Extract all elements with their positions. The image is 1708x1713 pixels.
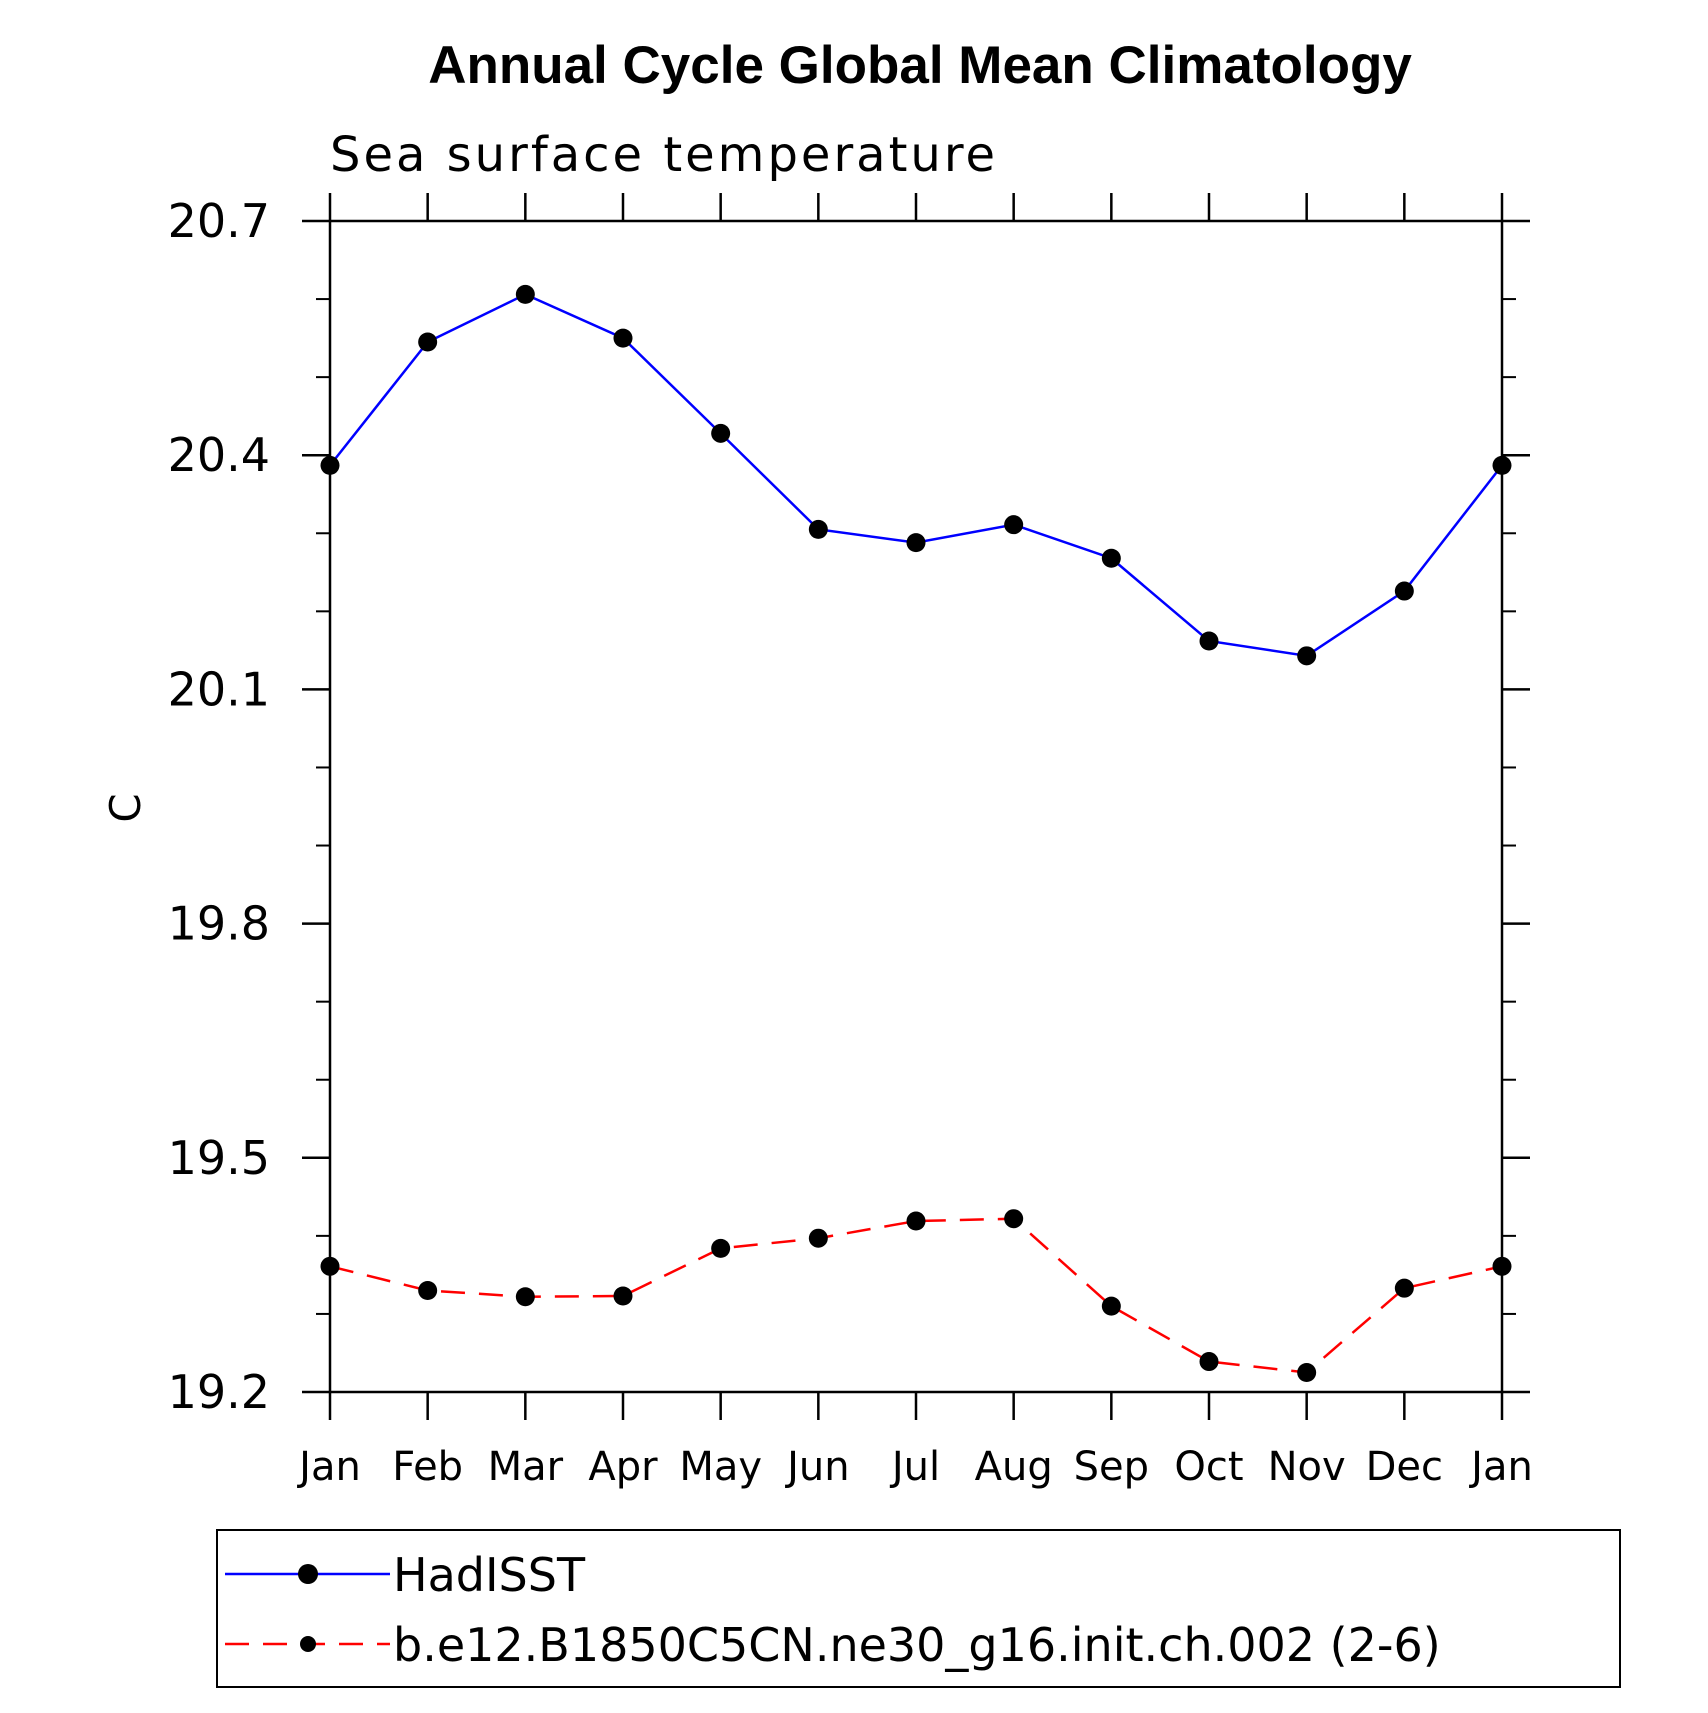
chart-subtitle: Sea surface temperature [330, 127, 998, 183]
series-1-point [711, 1238, 731, 1258]
y-tick-label: 20.1 [168, 662, 270, 716]
x-tick-label: Jan [296, 1444, 361, 1490]
y-tick-label: 20.4 [168, 428, 270, 482]
y-tick-label: 19.8 [168, 897, 270, 951]
x-tick-label: Jun [784, 1444, 850, 1490]
chart-title: Annual Cycle Global Mean Climatology [428, 36, 1412, 95]
series-1-point [1199, 1352, 1219, 1372]
series-0-point [320, 455, 340, 475]
series-layer [320, 284, 1512, 1382]
series-line-1 [329, 1217, 1503, 1374]
series-0-point [1101, 548, 1121, 568]
series-0-point [1199, 631, 1219, 651]
series-0-point [1004, 515, 1024, 535]
series-1-point [808, 1228, 828, 1248]
legend-label-0: HadISST [393, 1548, 586, 1602]
x-tick-label: Sep [1074, 1444, 1149, 1490]
series-1-point [613, 1286, 633, 1306]
y-tick-label: 20.7 [168, 194, 270, 248]
legend: HadISST b.e12.B1850C5CN.ne30_g16.init.ch.… [216, 1529, 1621, 1688]
series-1-point [1101, 1296, 1121, 1316]
series-1-point [1394, 1278, 1414, 1298]
x-tick-label: Oct [1174, 1444, 1243, 1490]
x-tick-label: Dec [1366, 1444, 1443, 1490]
series-1-point [320, 1256, 340, 1276]
x-tick-label: Apr [588, 1444, 658, 1490]
series-0-point [808, 519, 828, 539]
series-1-point [1492, 1256, 1512, 1276]
series-0-point [515, 284, 535, 304]
series-0-point [711, 423, 731, 443]
x-tick-label: Feb [392, 1444, 463, 1490]
y-tick-label: 19.2 [168, 1365, 270, 1419]
series-1-point [906, 1211, 926, 1231]
series-0-point [1394, 581, 1414, 601]
x-tick-label: Mar [488, 1444, 564, 1490]
legend-label-1: b.e12.B1850C5CN.ne30_g16.init.ch.002 (2-… [393, 1618, 1441, 1672]
series-line-0 [329, 293, 1503, 658]
legend-marker-1 [300, 1636, 316, 1652]
legend-marker-0 [298, 1564, 318, 1584]
x-tick-label: Jul [889, 1444, 940, 1490]
series-0-point [613, 328, 633, 348]
y-axis-label: C [101, 793, 150, 822]
series-0-point [1492, 455, 1512, 475]
axes: Jan Feb Mar Apr May Jun Jul Aug Sep Oct Nov Dec Jan 2… [168, 193, 1533, 1490]
series-1-point [1297, 1362, 1317, 1382]
x-tick-label: Nov [1268, 1444, 1346, 1490]
series-0-point [418, 332, 438, 352]
x-tick-label: Jan [1468, 1444, 1533, 1490]
x-tick-label: Aug [975, 1444, 1053, 1490]
legend-box [216, 1529, 1621, 1688]
x-tick-label: May [679, 1444, 762, 1490]
series-0-point [906, 533, 926, 553]
series-1-point [418, 1281, 438, 1301]
series-0-point [1297, 646, 1317, 666]
series-1-point [515, 1287, 535, 1307]
series-1-point [1004, 1209, 1024, 1229]
y-tick-label: 19.5 [168, 1131, 270, 1185]
